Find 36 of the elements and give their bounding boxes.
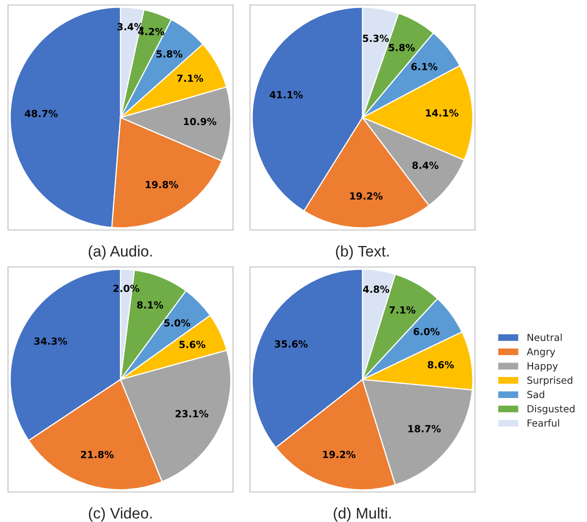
legend-label: Angry — [526, 348, 556, 358]
data-label: 14.1% — [426, 109, 458, 117]
data-label: 8.6% — [428, 361, 454, 368]
text: (d) Multi. — [334, 507, 391, 522]
data-label: 48.7% — [24, 110, 58, 118]
data-label: 23.1% — [176, 410, 208, 418]
data-label: 5.3% — [362, 34, 389, 42]
data-label: 5.8% — [156, 50, 182, 58]
data-label: 6.1% — [411, 62, 438, 70]
data-label: 10.9% — [184, 118, 216, 126]
data-label: 5.0% — [164, 319, 190, 327]
data-label: 6.0% — [414, 328, 440, 336]
legend-label: Surprised — [527, 376, 572, 386]
data-label: 21.8% — [81, 450, 114, 458]
data-label: 5.8% — [388, 44, 415, 52]
data-label: 35.6% — [274, 340, 308, 348]
data-label: 19.8% — [146, 180, 178, 188]
data-label: 19.2% — [350, 192, 383, 200]
data-label: 7.1% — [389, 306, 416, 314]
legend-label: Fearful — [528, 419, 560, 427]
legend-label: Neutral — [528, 334, 562, 342]
data-label: 7.1% — [177, 74, 204, 82]
data-label: 8.1% — [137, 301, 164, 309]
data-label: 34.3% — [34, 337, 68, 345]
data-label: 5.6% — [179, 340, 206, 348]
data-label: 4.8% — [363, 286, 390, 293]
data-label: 19.2% — [323, 450, 356, 458]
data-label: 8.4% — [412, 162, 438, 169]
legend-label: Disgusted — [528, 404, 574, 414]
legend-label: Happy — [528, 362, 558, 372]
text: (c) Video. — [88, 507, 152, 522]
data-label: 41.1% — [270, 91, 303, 98]
legend-label: Sad — [527, 390, 544, 398]
text: (a) Audio. — [88, 245, 152, 260]
text: (b) Text. — [336, 245, 389, 260]
data-label: 18.7% — [408, 425, 441, 432]
